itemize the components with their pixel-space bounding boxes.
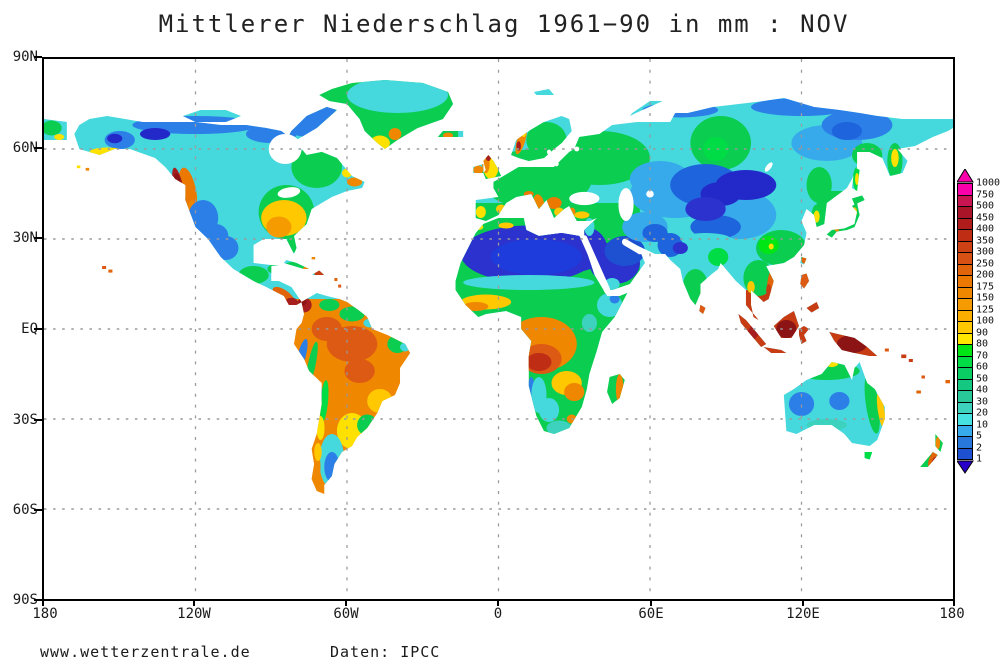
- graticule: [44, 59, 953, 599]
- small-islands: [76, 165, 950, 394]
- scale-label: 5: [976, 430, 983, 442]
- y-axis-label-90s: 90S: [12, 592, 38, 608]
- y-tick: [34, 237, 42, 239]
- scale-label: 80: [976, 338, 989, 350]
- scale-label: 60: [976, 361, 989, 373]
- x-tick: [42, 601, 44, 606]
- data-source-credit: Daten: IPCC: [330, 643, 441, 661]
- scale-label: 350: [976, 235, 995, 246]
- x-tick: [497, 601, 499, 606]
- scale-box: [957, 447, 973, 460]
- scale-arrow-up: [957, 169, 974, 183]
- scale-label: 70: [976, 350, 989, 361]
- scale-label: 1000: [976, 177, 1001, 189]
- scale-label: 100: [976, 315, 995, 327]
- x-axis-label-180e: 180: [939, 606, 965, 622]
- map-frame: [42, 57, 955, 601]
- x-tick: [802, 601, 804, 606]
- scale-label: 400: [976, 223, 995, 235]
- y-axis-label-eq: EQ: [21, 321, 38, 337]
- y-tick: [34, 328, 42, 330]
- y-tick: [34, 509, 42, 511]
- y-tick: [34, 147, 42, 149]
- scale-label: 150: [976, 292, 995, 304]
- x-axis-label-120e: 120E: [786, 606, 820, 622]
- page-title: Mittlerer Niederschlag 1961−90 in mm : N…: [158, 10, 850, 38]
- scale-label: 125: [976, 304, 995, 315]
- scale-label: 500: [976, 200, 995, 212]
- y-axis-label-60n: 60N: [12, 140, 38, 156]
- x-tick: [193, 601, 195, 606]
- scale-label: 250: [976, 258, 995, 269]
- x-tick: [650, 601, 652, 606]
- scale-label: 300: [976, 246, 995, 258]
- y-tick: [34, 599, 42, 601]
- scale-label: 30: [976, 396, 989, 407]
- scale-arrow-down: [957, 460, 974, 474]
- y-axis-label-30n: 30N: [12, 230, 38, 246]
- scale-label: 20: [976, 407, 989, 419]
- x-axis-label-180w: 180: [32, 606, 58, 622]
- scale-label: 2: [976, 442, 983, 453]
- scale-label: 40: [976, 384, 989, 396]
- website-credit: www.wetterzentrale.de: [40, 643, 251, 661]
- scale-label: 90: [976, 327, 989, 338]
- scale-label: 50: [976, 373, 989, 384]
- x-axis-label-120w: 120W: [177, 606, 211, 622]
- x-tick: [953, 601, 955, 606]
- x-axis-label-60w: 60W: [333, 606, 359, 622]
- x-axis-label-60e: 60E: [638, 606, 664, 622]
- y-axis-label-30s: 30S: [12, 412, 38, 428]
- precipitation-field: [44, 80, 953, 494]
- scale-label: 450: [976, 212, 995, 223]
- y-axis-label-90n: 90N: [12, 49, 38, 65]
- precipitation-colorbar: 1000 750 500 450 400 350 300 250 200 175 150 125 100…: [957, 157, 1007, 487]
- y-tick: [34, 419, 42, 421]
- x-tick: [345, 601, 347, 606]
- world-precipitation-map: [44, 59, 953, 599]
- scale-label: 175: [976, 281, 995, 292]
- inland-water: [268, 134, 773, 294]
- x-axis-label-0: 0: [493, 606, 503, 622]
- scale-label: 750: [976, 189, 995, 200]
- y-tick: [34, 56, 42, 58]
- scale-label: 1: [976, 453, 983, 465]
- scale-label: 200: [976, 269, 995, 281]
- y-axis-label-60s: 60S: [12, 502, 38, 518]
- scale-label: 10: [976, 419, 989, 430]
